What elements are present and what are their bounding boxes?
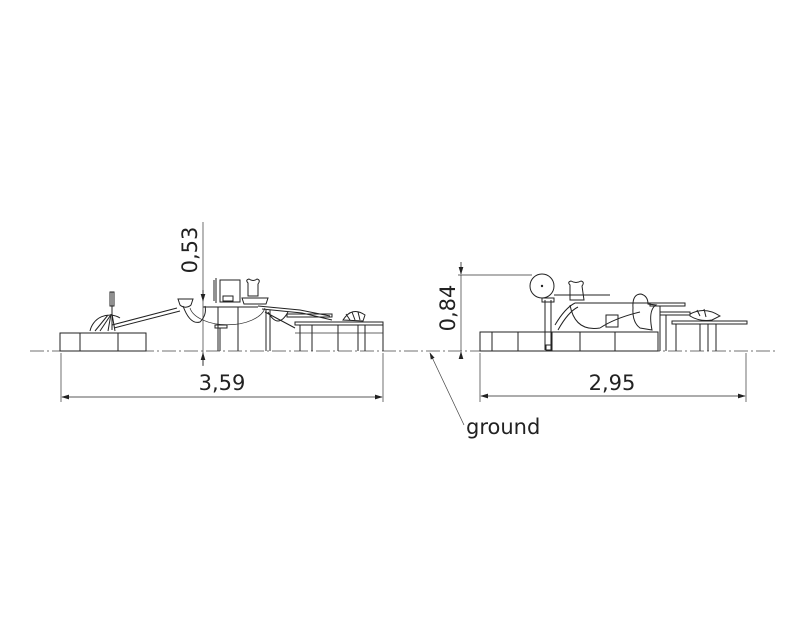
height-dimension-right: 0,84 <box>436 285 460 332</box>
width-dimension-right: 2,95 <box>589 371 636 395</box>
left-playground-elevation <box>59 278 384 352</box>
right-playground-elevation <box>479 273 748 352</box>
ground-leader-line <box>429 352 465 426</box>
ground-label: ground <box>466 415 540 439</box>
width-dimension-left: 3,59 <box>199 371 246 395</box>
height-dimension-left: 0,53 <box>178 227 202 274</box>
